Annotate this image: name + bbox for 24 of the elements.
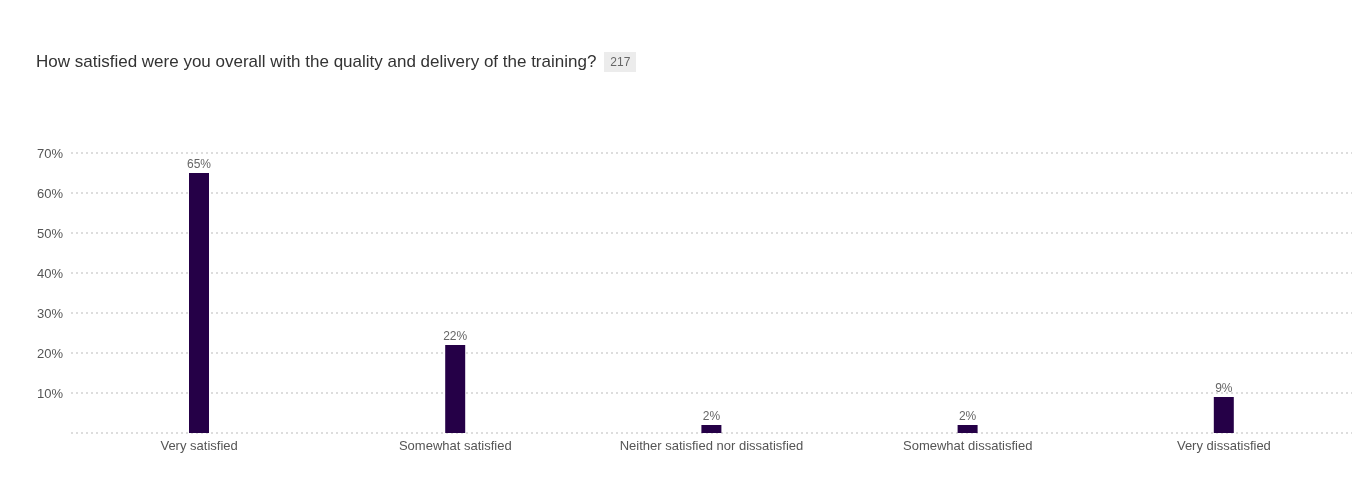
chart-title: How satisfied were you overall with the quality and delivery of the training? [36,52,597,72]
data-label: 65% [186,157,212,171]
y-tick-label: 40% [36,265,64,281]
y-tick-label: 30% [36,305,64,321]
text: 217 [604,52,637,72]
x-tick-label: Somewhat satisfied [398,438,512,454]
data-label: 2% [702,409,721,423]
y-tick-label: 60% [36,185,64,201]
bar [701,425,722,433]
y-tick-label: 20% [36,345,64,361]
y-tick-label: 50% [36,225,64,241]
data-label: 9% [1215,381,1233,395]
x-tick-label: Very dissatisfied [1176,438,1271,454]
data-label: 22% [443,329,468,343]
y-tick-label: 70% [36,145,64,161]
x-tick-label: Very satisfied [160,438,238,454]
bar [189,173,209,433]
y-tick-label: 10% [36,385,64,401]
data-label: 2% [958,409,977,423]
x-tick-label: Neither satisfied nor dissatisfied [619,438,804,454]
bar [445,345,466,433]
bar [957,425,978,433]
x-tick-label: Somewhat dissatisfied [903,438,1033,454]
bar [1213,397,1234,433]
